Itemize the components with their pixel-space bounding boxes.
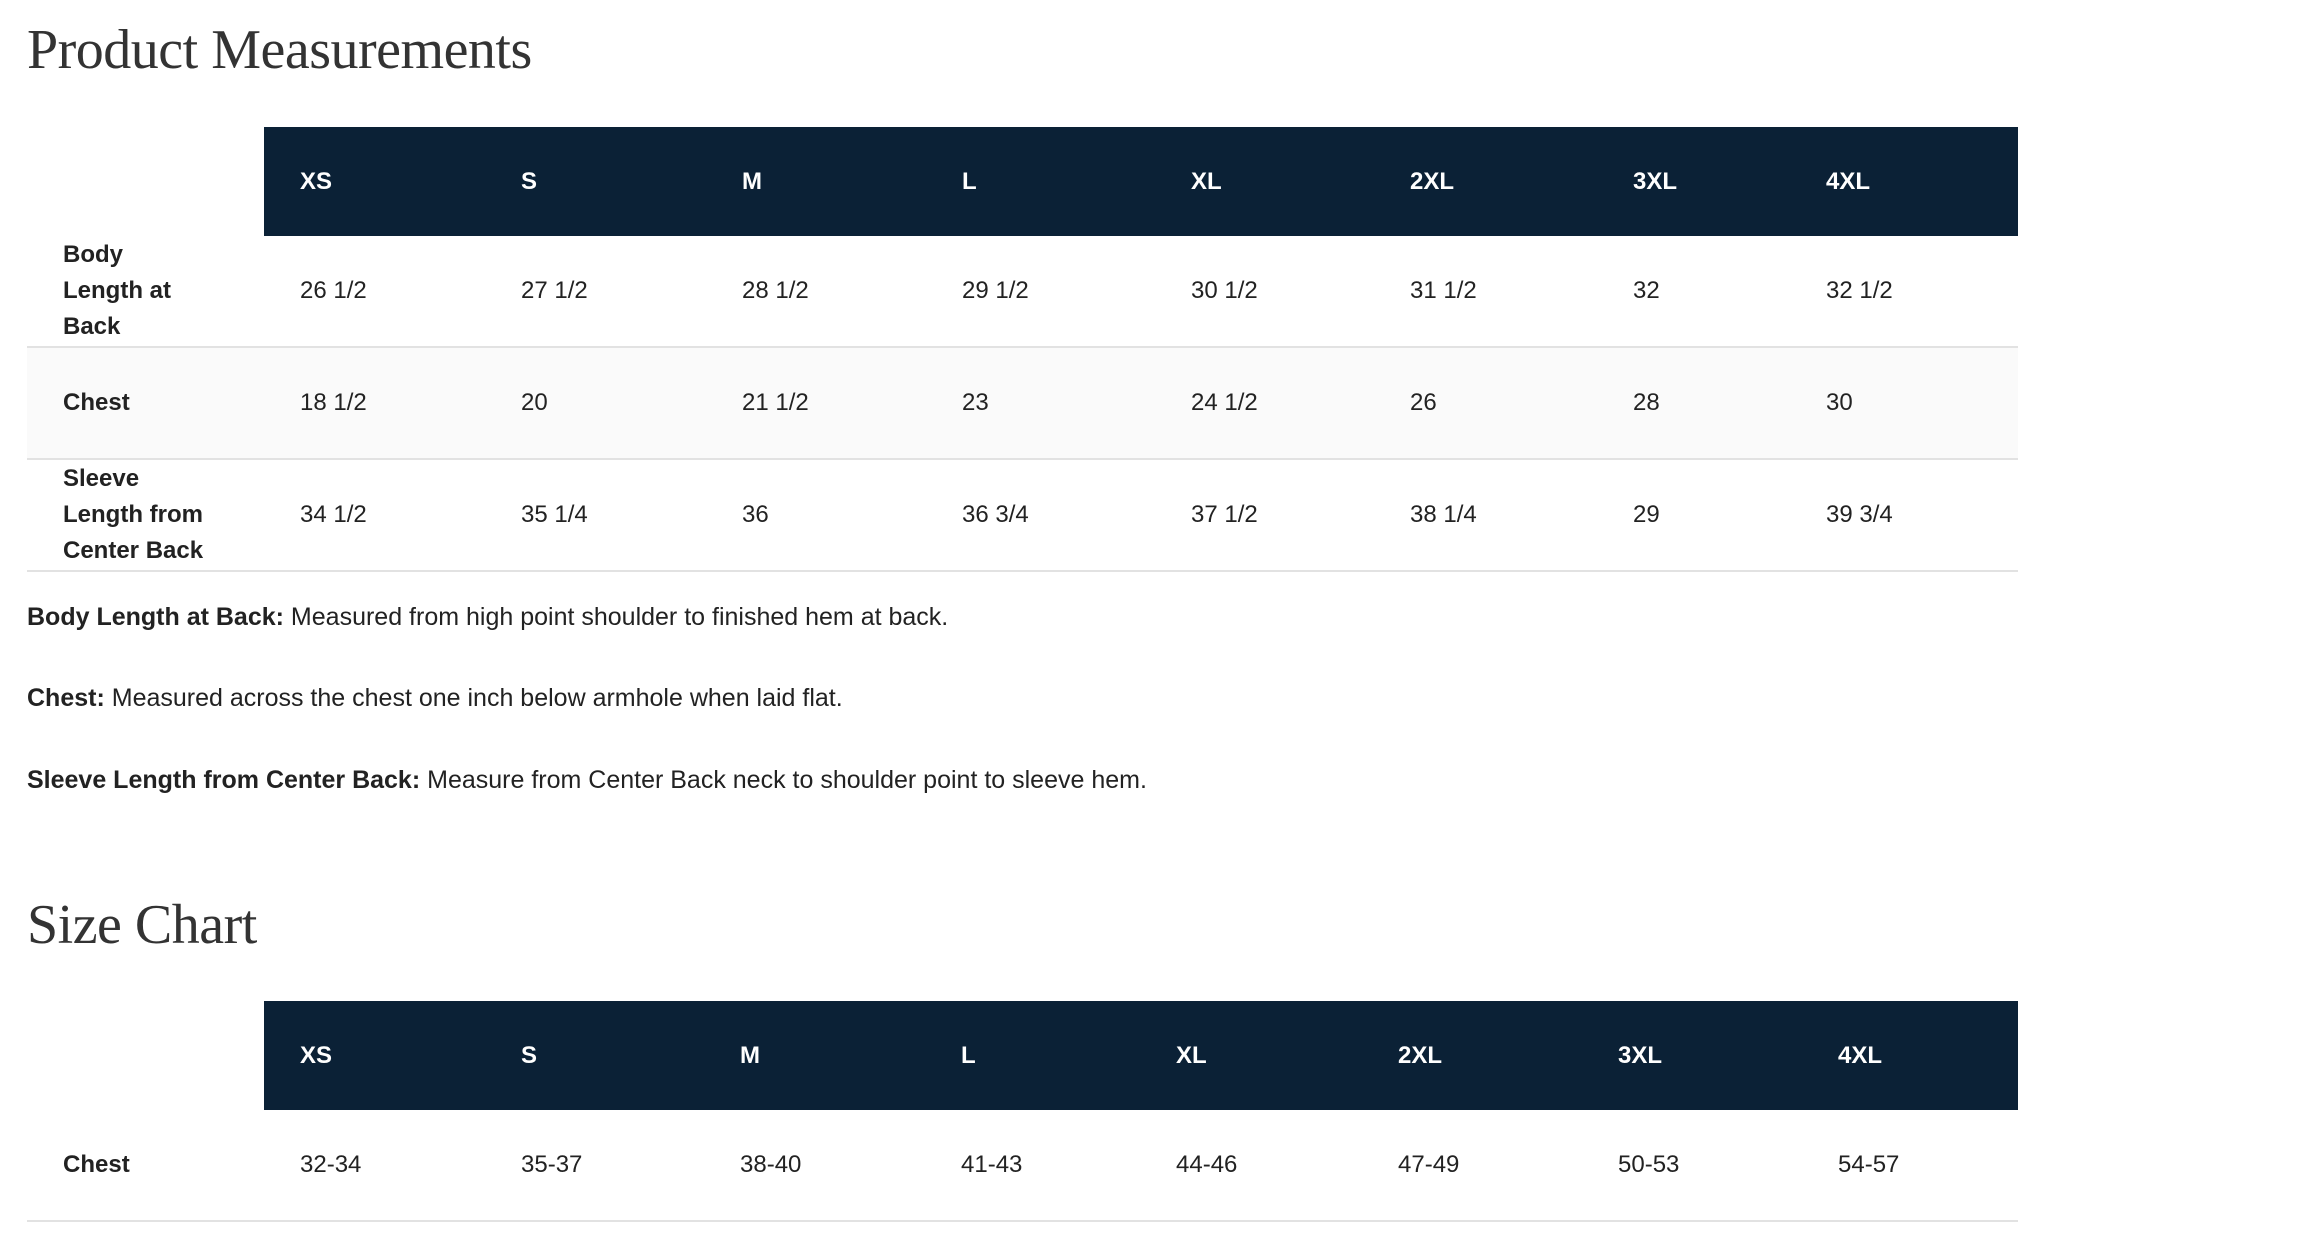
- table-cell: 38-40: [704, 1110, 925, 1222]
- header-row: XS S M L XL 2XL 3XL 4XL: [27, 1001, 2018, 1110]
- size-header: M: [706, 127, 926, 236]
- note: Sleeve Length from Center Back: Measure …: [27, 766, 1147, 795]
- product-measurements-table: XS S M L XL 2XL 3XL 4XL Body Length at Back 26 1/…: [27, 127, 2018, 572]
- note-term: Chest:: [27, 684, 105, 712]
- table-cell: 41-43: [925, 1110, 1140, 1222]
- row-label: Body Length at Back: [27, 236, 264, 348]
- table-cell: 20: [485, 347, 706, 460]
- row-label: Chest: [27, 347, 264, 460]
- table-cell: 26 1/2: [264, 236, 485, 348]
- header-row: XS S M L XL 2XL 3XL 4XL: [27, 127, 2018, 236]
- table-cell: 36 3/4: [926, 459, 1155, 572]
- table-cell: 28: [1597, 347, 1790, 460]
- row-label: Chest: [27, 1110, 264, 1222]
- size-header: 2XL: [1374, 127, 1597, 236]
- note: Body Length at Back: Measured from high …: [27, 603, 948, 632]
- corner-cell: [27, 1001, 264, 1110]
- table-cell: 27 1/2: [485, 236, 706, 348]
- table-cell: 30 1/2: [1155, 236, 1374, 348]
- size-header: XL: [1140, 1001, 1362, 1110]
- table-cell: 32 1/2: [1790, 236, 2018, 348]
- table-cell: 21 1/2: [706, 347, 926, 460]
- table-cell: 35-37: [485, 1110, 704, 1222]
- table-cell: 37 1/2: [1155, 459, 1374, 572]
- table-cell: 38 1/4: [1374, 459, 1597, 572]
- table-cell: 29: [1597, 459, 1790, 572]
- table-cell: 54-57: [1802, 1110, 2018, 1222]
- table-cell: 23: [926, 347, 1155, 460]
- table-cell: 32-34: [264, 1110, 485, 1222]
- table-cell: 39 3/4: [1790, 459, 2018, 572]
- table-cell: 47-49: [1362, 1110, 1582, 1222]
- product-measurements-title: Product Measurements: [27, 19, 532, 81]
- row-label: Sleeve Length from Center Back: [27, 459, 264, 572]
- size-header: 4XL: [1790, 127, 2018, 236]
- size-header: 2XL: [1362, 1001, 1582, 1110]
- note-text: Measured from high point shoulder to fin…: [283, 603, 949, 631]
- note-term: Sleeve Length from Center Back:: [27, 766, 421, 794]
- table-cell: 50-53: [1582, 1110, 1802, 1222]
- table-cell: 44-46: [1140, 1110, 1362, 1222]
- table-cell: 18 1/2: [264, 347, 485, 460]
- size-chart-table: XS S M L XL 2XL 3XL 4XL Chest 32-34 35-37 38-40 41-4…: [27, 1001, 2018, 1222]
- size-header: 3XL: [1597, 127, 1790, 236]
- size-header: XS: [264, 127, 485, 236]
- size-header: S: [485, 127, 706, 236]
- table-cell: 24 1/2: [1155, 347, 1374, 460]
- table-cell: 26: [1374, 347, 1597, 460]
- table-row: Body Length at Back 26 1/2 27 1/2 28 1/2 29 …: [27, 236, 2018, 348]
- size-header: L: [926, 127, 1155, 236]
- size-header: L: [925, 1001, 1140, 1110]
- table-cell: 30: [1790, 347, 2018, 460]
- note-term: Body Length at Back:: [27, 603, 284, 631]
- table-row: Chest 32-34 35-37 38-40 41-43 44-46 47-49 50-53…: [27, 1110, 2018, 1222]
- table-cell: 31 1/2: [1374, 236, 1597, 348]
- size-header: M: [704, 1001, 925, 1110]
- table-cell: 28 1/2: [706, 236, 926, 348]
- table-row: Chest 18 1/2 20 21 1/2 23 24 1/2 26 28 30: [27, 347, 2018, 460]
- table-cell: 34 1/2: [264, 459, 485, 572]
- table-row: Sleeve Length from Center Back 34 1/2 35 1…: [27, 459, 2018, 572]
- note-text: Measured across the chest one inch below…: [104, 684, 843, 712]
- note: Chest: Measured across the chest one inc…: [27, 684, 843, 713]
- size-chart-title: Size Chart: [27, 894, 257, 956]
- size-header: S: [485, 1001, 704, 1110]
- size-header: XL: [1155, 127, 1374, 236]
- corner-cell: [27, 127, 264, 236]
- size-header: 3XL: [1582, 1001, 1802, 1110]
- table-cell: 35 1/4: [485, 459, 706, 572]
- table-cell: 36: [706, 459, 926, 572]
- table-cell: 29 1/2: [926, 236, 1155, 348]
- table-cell: 32: [1597, 236, 1790, 348]
- size-header: 4XL: [1802, 1001, 2018, 1110]
- size-header: XS: [264, 1001, 485, 1110]
- note-text: Measure from Center Back neck to shoulde…: [420, 766, 1147, 794]
